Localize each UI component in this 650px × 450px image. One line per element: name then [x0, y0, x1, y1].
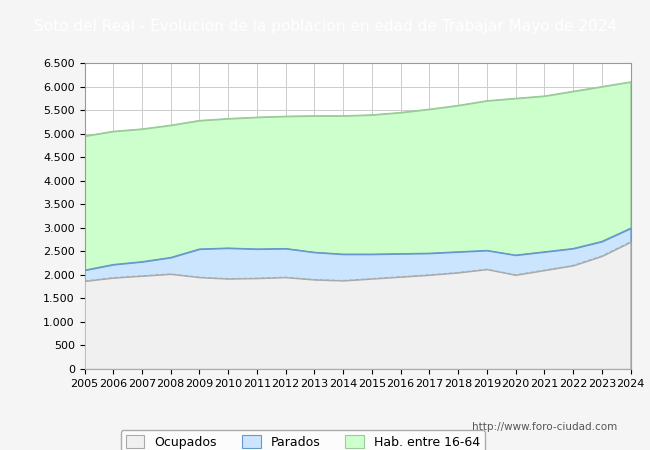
- Text: Soto del Real - Evolucion de la poblacion en edad de Trabajar Mayo de 2024: Soto del Real - Evolucion de la poblacio…: [34, 19, 616, 35]
- Text: http://www.foro-ciudad.com: http://www.foro-ciudad.com: [473, 422, 618, 432]
- Legend: Ocupados, Parados, Hab. entre 16-64: Ocupados, Parados, Hab. entre 16-64: [121, 430, 485, 450]
